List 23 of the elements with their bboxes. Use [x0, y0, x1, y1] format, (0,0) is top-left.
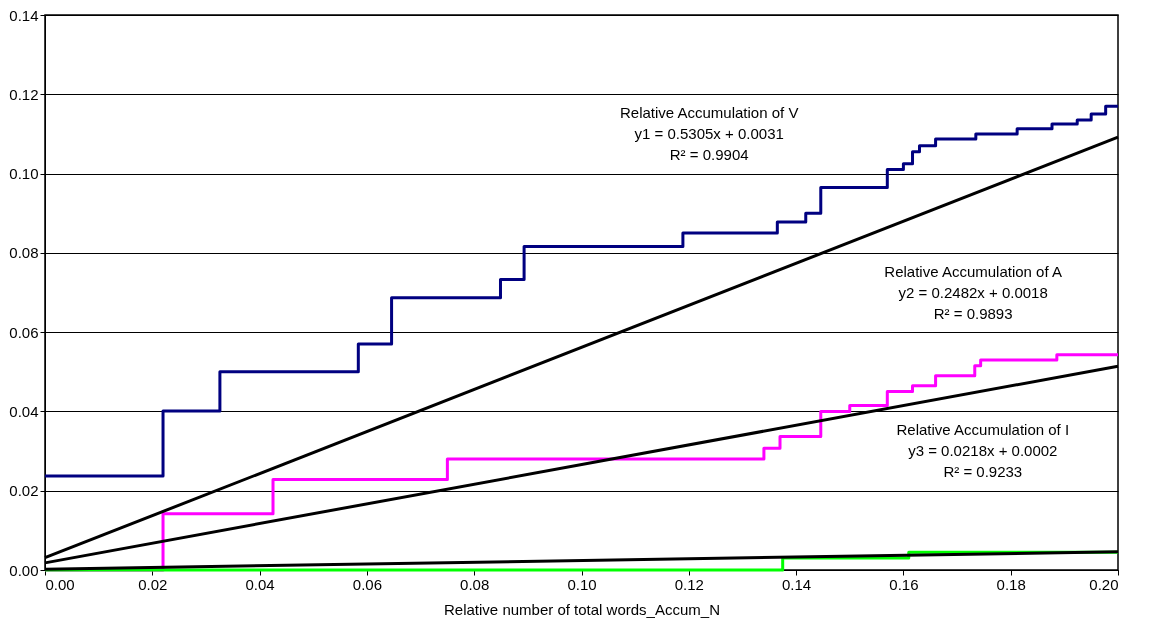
- x-tick-label: 0.10: [567, 575, 597, 593]
- x-axis-title: Relative number of total words_Accum_N: [444, 600, 720, 618]
- y-tick-label: 0.08: [9, 244, 39, 262]
- x-tick-label: 0.06: [352, 575, 382, 593]
- x-tick-label: 0.02: [138, 575, 168, 593]
- x-tick-label: 0.16: [889, 575, 919, 593]
- y-tick-label: 0.14: [9, 6, 39, 24]
- x-tick-label: 0.20: [1089, 575, 1119, 593]
- y-tick-label: 0.10: [9, 165, 39, 183]
- y-tick-label: 0.12: [9, 85, 39, 103]
- annotation: Relative Accumulation of A y2 = 0.2482x + 0.0018 R² = 0.9893: [884, 262, 1062, 322]
- x-tick-label: 0.08: [460, 575, 490, 593]
- x-tick-label: 0.12: [674, 575, 704, 593]
- y-tick-label: 0.04: [9, 402, 39, 420]
- y-tick-label: 0.06: [9, 323, 39, 341]
- y-tick-label: 0.02: [9, 482, 39, 500]
- x-tick-label: 0.18: [996, 575, 1026, 593]
- annotation: Relative Accumulation of I y3 = 0.0218x + 0.0002 R² = 0.9233: [896, 421, 1070, 481]
- annotation: Relative Accumulation of V y1 = 0.5305x + 0.0031 R² = 0.9904: [619, 103, 799, 163]
- x-tick-label: 0.04: [245, 575, 275, 593]
- x-tick-label: 0.14: [782, 575, 812, 593]
- y-tick-label: 0.00: [9, 561, 39, 579]
- x-tick-label: 0.00: [45, 575, 75, 593]
